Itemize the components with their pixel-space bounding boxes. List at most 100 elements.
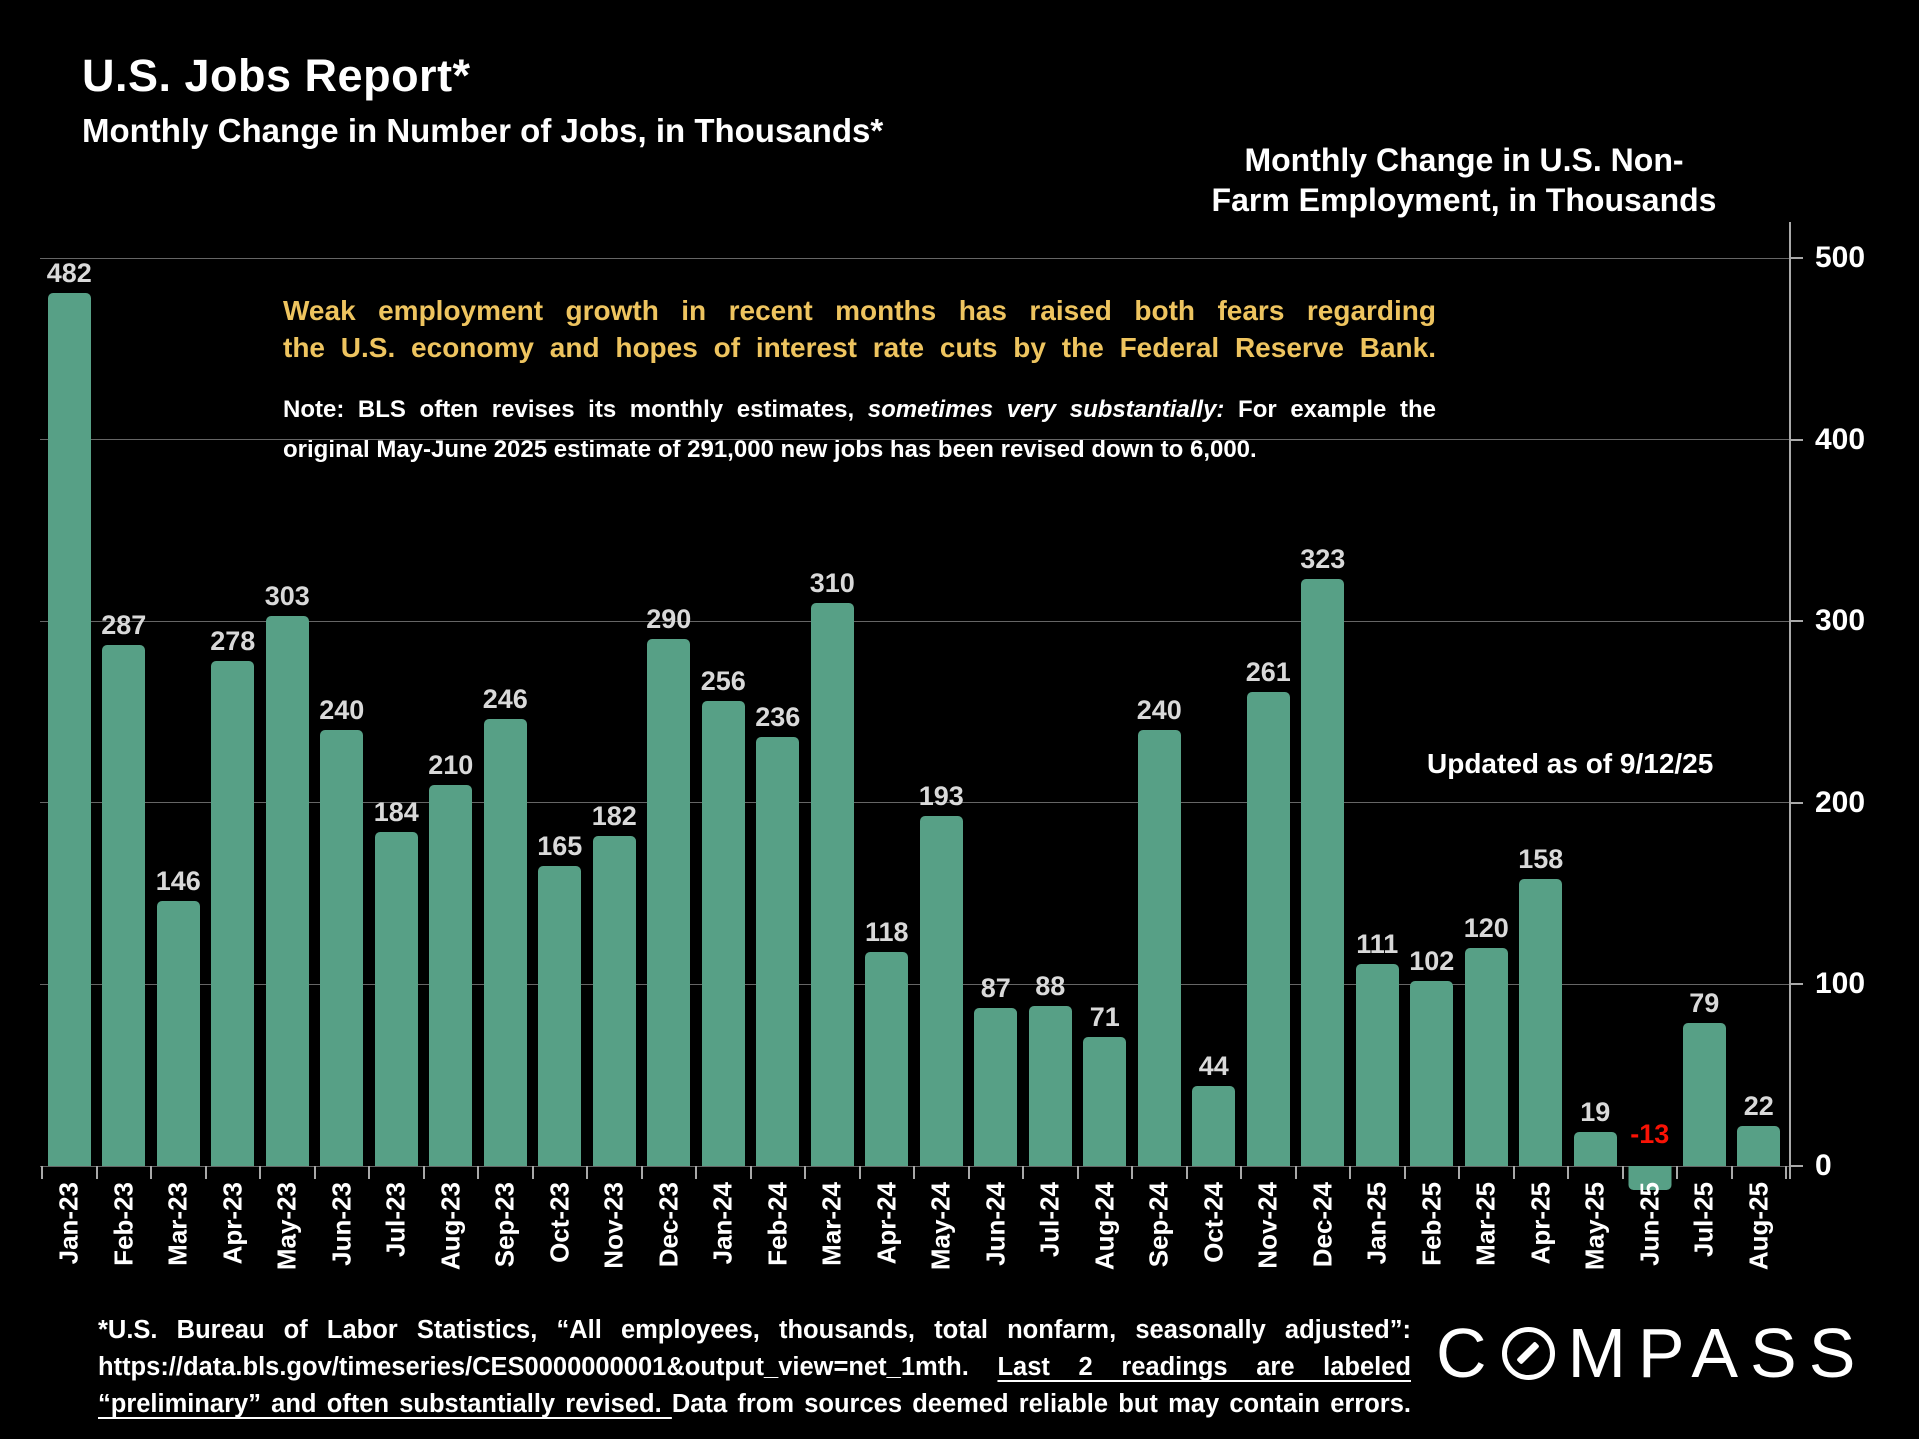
- month-label: Jul-24: [1034, 1182, 1065, 1258]
- bar-column: 146 Mar-23: [151, 258, 206, 1266]
- x-axis-tick: [531, 1166, 534, 1179]
- month-label: Jan-24: [707, 1182, 738, 1265]
- x-axis-tick: [1294, 1166, 1297, 1179]
- bar: [592, 835, 636, 1166]
- bar: [1137, 730, 1181, 1166]
- month-label: Feb-23: [108, 1182, 139, 1266]
- x-axis-tick: [640, 1166, 643, 1179]
- bar: [974, 1008, 1018, 1166]
- month-label: Oct-23: [544, 1182, 575, 1263]
- x-axis-tick: [804, 1166, 806, 1179]
- revision-note: Note: BLS often revises its monthly esti…: [283, 390, 1436, 470]
- y-axis-tick: [1789, 1165, 1803, 1167]
- bar: [1737, 1126, 1781, 1166]
- compass-logo: C MPASS: [1436, 1318, 1867, 1388]
- bar: [483, 719, 527, 1166]
- bar: [1246, 692, 1290, 1166]
- month-label: Oct-24: [1198, 1182, 1229, 1263]
- bar-column: 261 Nov-24: [1241, 258, 1296, 1269]
- bar-value-label: 111: [1356, 929, 1399, 960]
- bar-value-label: 303: [264, 580, 310, 611]
- bar: [1573, 1131, 1617, 1166]
- bar-value-label: 290: [646, 604, 692, 635]
- bar-value-label: 482: [46, 258, 92, 288]
- bar-value-label: 323: [1300, 544, 1346, 575]
- bar-column: 19 May-25: [1568, 258, 1623, 1270]
- month-label: Dec-24: [1307, 1182, 1338, 1268]
- annotation-callout: Weak employment growth in recent months …: [283, 292, 1436, 366]
- bar-column: 120 Mar-25: [1459, 258, 1514, 1266]
- x-axis-tick: [1676, 1166, 1678, 1179]
- bar-value-label: 22: [1743, 1091, 1774, 1122]
- bar-value-label: 120: [1463, 913, 1509, 944]
- x-axis-tick: [858, 1166, 861, 1179]
- grid-line: [40, 257, 1789, 259]
- bar-column: 193 May-24: [914, 258, 969, 1271]
- source-footnote: *U.S. Bureau of Labor Statistics, “All e…: [98, 1312, 1411, 1423]
- bar: [374, 831, 418, 1166]
- chart-title-line-1: Monthly Change in U.S. Non-: [1244, 142, 1684, 178]
- bar: [1028, 1006, 1072, 1166]
- x-axis-tick: [1022, 1166, 1024, 1179]
- month-label: Apr-24: [871, 1182, 902, 1265]
- y-axis-label: 100: [1815, 967, 1866, 1001]
- x-axis-tick: [368, 1166, 370, 1179]
- y-axis-label: 200: [1815, 785, 1866, 819]
- bar-column: 236 Feb-24: [751, 258, 806, 1265]
- bar-column: 256 Jan-24: [696, 258, 751, 1264]
- bar-value-label: 102: [1409, 945, 1455, 976]
- bar-column: 278 Apr-23: [206, 258, 261, 1264]
- bar: [265, 615, 309, 1166]
- bar-value-label: 210: [428, 749, 474, 780]
- x-axis-tick: [477, 1166, 479, 1179]
- y-axis-label: 500: [1815, 241, 1866, 274]
- x-axis-tick: [1512, 1166, 1515, 1179]
- plot-area: 482 Jan-23 287 Feb-23 146 Mar-23 278 Apr-23 303 M…: [40, 222, 1865, 1271]
- revision-note-line-2: original May-June 2025 estimate of 291,0…: [283, 436, 1257, 463]
- x-axis-tick: [967, 1166, 970, 1179]
- grid-line: [40, 620, 1789, 622]
- footnote-line-1: *U.S. Bureau of Labor Statistics, “All e…: [98, 1316, 1411, 1344]
- bar-value-label: 240: [319, 695, 365, 726]
- x-axis-tick: [749, 1166, 752, 1179]
- x-axis-tick: [1730, 1166, 1733, 1179]
- bar-value-label: 79: [1689, 987, 1720, 1018]
- bar-column: 210 Aug-23: [424, 258, 479, 1270]
- month-label: Mar-25: [1470, 1182, 1501, 1266]
- y-axis-label: 0: [1815, 1149, 1832, 1182]
- chart-title: Monthly Change in U.S. Non- Farm Employm…: [1190, 140, 1738, 220]
- month-label: Apr-23: [217, 1182, 248, 1265]
- y-axis-label: 300: [1815, 604, 1866, 638]
- x-axis-tick: [1785, 1166, 1787, 1179]
- annotation-line-1: Weak employment growth in recent months …: [283, 295, 1436, 326]
- bar-value-label: 118: [864, 916, 909, 947]
- bar: [1192, 1086, 1236, 1166]
- month-label: Jun-25: [1634, 1182, 1665, 1266]
- bar-value-label: 71: [1089, 1002, 1120, 1033]
- compass-slashed-o-icon: [1501, 1326, 1555, 1380]
- logo-letters-mpass: MPASS: [1567, 1314, 1868, 1392]
- bar-column: 79 Jul-25: [1677, 258, 1732, 1257]
- x-axis-tick: [259, 1166, 261, 1179]
- bar-value-label: 278: [210, 626, 256, 657]
- bar-value-label-negative: -13: [1630, 1119, 1670, 1149]
- x-axis-tick: [1240, 1166, 1242, 1179]
- x-axis-tick: [313, 1166, 316, 1179]
- bar-column: 182 Nov-23: [587, 258, 642, 1269]
- month-label: Jun-23: [326, 1182, 357, 1266]
- updated-as-of-label: Updated as of 9/12/25: [1427, 748, 1714, 779]
- bar-value-label: 240: [1136, 695, 1182, 726]
- y-axis-label: 400: [1815, 422, 1866, 456]
- bar-value-label: 146: [155, 865, 201, 896]
- month-label: Dec-23: [653, 1182, 684, 1268]
- grid-line: [40, 802, 1789, 804]
- month-label: Nov-23: [598, 1182, 629, 1269]
- bar: [47, 293, 91, 1166]
- month-label: Aug-24: [1089, 1182, 1120, 1271]
- x-axis-tick: [1185, 1166, 1188, 1179]
- y-axis-tick: [1789, 801, 1803, 804]
- month-label: May-25: [1579, 1182, 1610, 1271]
- bar-value-label: 165: [537, 831, 583, 862]
- x-axis-tick: [1403, 1166, 1406, 1179]
- month-label: Jul-23: [380, 1182, 411, 1258]
